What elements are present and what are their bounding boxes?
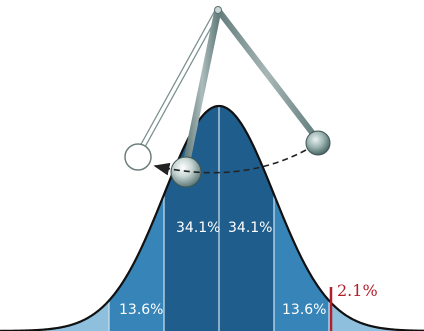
curve-outline xyxy=(0,104,424,331)
region-outer-right xyxy=(329,300,424,331)
pendulum-bob-ghost-right-icon xyxy=(305,130,331,156)
pendulum-rod-center xyxy=(182,6,222,169)
pendulum xyxy=(124,6,331,188)
pendulum-rod-right-shade xyxy=(215,7,320,142)
pendulum-rod-right xyxy=(215,7,320,142)
label-side-right: 13.6% xyxy=(282,302,326,318)
label-tail: 2.1% xyxy=(337,281,378,300)
label-center-right: 34.1% xyxy=(228,220,272,236)
pendulum-pivot-icon xyxy=(214,6,222,14)
sigma-dividers xyxy=(108,107,330,331)
label-side-left: 13.6% xyxy=(119,302,163,318)
label-center-left: 34.1% xyxy=(176,220,220,236)
pendulum-rod-left-inner xyxy=(138,8,220,153)
pendulum-rod-center-shade xyxy=(182,6,222,169)
region-outer-left xyxy=(0,300,109,331)
pendulum-bob-ghost-left-icon xyxy=(124,143,152,171)
swing-arrow-icon xyxy=(153,149,307,176)
